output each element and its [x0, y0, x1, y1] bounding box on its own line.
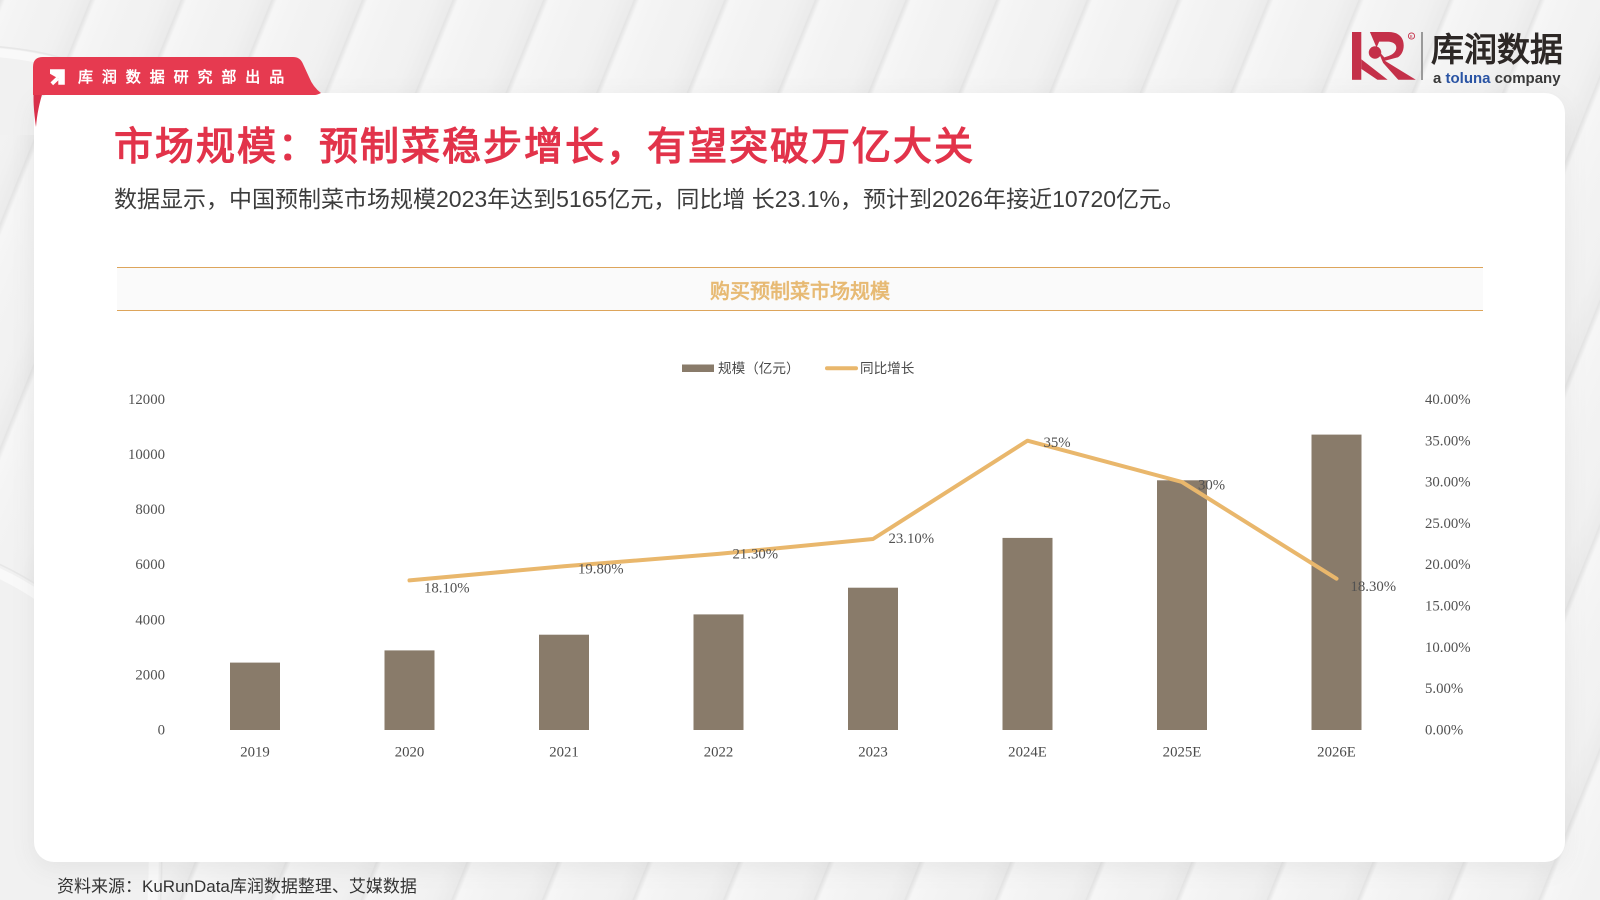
svg-text:2021: 2021 [549, 745, 579, 761]
svg-text:2019: 2019 [240, 745, 270, 761]
svg-text:2022: 2022 [704, 745, 734, 761]
svg-text:6000: 6000 [135, 557, 165, 573]
svg-text:35%: 35% [1044, 435, 1071, 451]
svg-text:2025E: 2025E [1163, 745, 1202, 761]
svg-text:规模（亿元）: 规模（亿元） [718, 361, 800, 376]
svg-text:0.00%: 0.00% [1425, 723, 1463, 739]
svg-text:同比增长: 同比增长 [860, 361, 915, 376]
svg-text:18.30%: 18.30% [1351, 579, 1397, 595]
svg-text:5.00%: 5.00% [1425, 681, 1463, 697]
svg-text:2023: 2023 [858, 745, 888, 761]
svg-text:12000: 12000 [128, 392, 165, 408]
svg-text:19.80%: 19.80% [578, 562, 624, 578]
svg-text:25.00%: 25.00% [1425, 516, 1471, 532]
svg-text:2020: 2020 [395, 745, 425, 761]
svg-text:20.00%: 20.00% [1425, 557, 1471, 573]
svg-text:8000: 8000 [135, 502, 165, 518]
svg-text:2000: 2000 [135, 667, 165, 683]
svg-text:15.00%: 15.00% [1425, 599, 1471, 615]
svg-text:30.00%: 30.00% [1425, 475, 1471, 491]
svg-text:35.00%: 35.00% [1425, 433, 1471, 449]
svg-text:23.10%: 23.10% [889, 531, 935, 547]
svg-text:21.30%: 21.30% [733, 547, 779, 563]
svg-text:10.00%: 10.00% [1425, 640, 1471, 656]
svg-text:2024E: 2024E [1008, 745, 1047, 761]
svg-text:40.00%: 40.00% [1425, 392, 1471, 408]
svg-text:R: R [1410, 34, 1413, 39]
svg-text:2026E: 2026E [1317, 745, 1356, 761]
svg-text:4000: 4000 [135, 612, 165, 628]
svg-text:18.10%: 18.10% [424, 581, 470, 597]
svg-text:10000: 10000 [128, 447, 165, 463]
svg-text:30%: 30% [1198, 478, 1225, 494]
svg-text:0: 0 [158, 723, 165, 739]
